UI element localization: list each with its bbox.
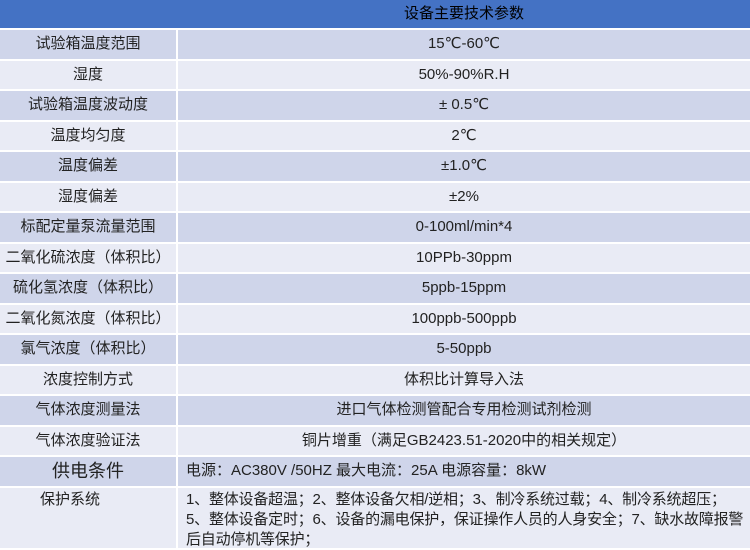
- param-value: 0-100ml/min*4: [415, 218, 513, 235]
- param-label: 标配定量泵流量范围: [0, 213, 178, 242]
- table-row: 氯气浓度（体积比） 5-50ppb: [0, 335, 750, 366]
- param-value: 50%-90%R.H: [418, 65, 510, 83]
- param-value: 进口气体检测管配合专用检测试剂检测: [336, 401, 592, 418]
- param-label: 氯气浓度（体积比）: [0, 335, 178, 364]
- table-row: 供电条件 电源：AC380V /50HZ 最大电流：25A 电源容量：8kW: [0, 457, 750, 488]
- param-value: ±2%: [449, 187, 479, 205]
- param-label: 保护系统: [0, 487, 178, 548]
- param-label: 硫化氢浓度（体积比）: [0, 274, 178, 303]
- param-label: 试验箱温度范围: [0, 30, 178, 59]
- table-row: 湿度偏差 ±2%: [0, 182, 750, 213]
- param-value: 5-50ppb: [436, 340, 492, 357]
- param-label: 二氧化硫浓度（体积比）: [0, 243, 178, 272]
- param-label: 浓度控制方式: [0, 365, 178, 394]
- param-value: 5ppb-15ppm: [421, 279, 507, 296]
- table-row: 标配定量泵流量范围 0-100ml/min*4: [0, 213, 750, 244]
- param-value: 电源：AC380V /50HZ 最大电流：25A 电源容量：8kW: [186, 462, 547, 479]
- param-label: 湿度: [0, 60, 178, 89]
- param-label: 温度均匀度: [0, 121, 178, 150]
- param-value: 15℃-60℃: [427, 35, 501, 52]
- table-header: 设备主要技术参数: [0, 0, 750, 30]
- param-label: 温度偏差: [0, 152, 178, 181]
- table-row: 试验箱温度波动度 ± 0.5℃: [0, 91, 750, 122]
- param-value: 体积比计算导入法: [403, 370, 524, 388]
- param-label: 二氧化氮浓度（体积比）: [0, 304, 178, 333]
- table-row: 试验箱温度范围 15℃-60℃: [0, 30, 750, 61]
- table-row: 二氧化硫浓度（体积比） 10PPb-30ppm: [0, 243, 750, 274]
- param-value: 2℃: [451, 126, 477, 144]
- param-value: 100ppb-500ppb: [411, 309, 517, 327]
- table-row: 湿度 50%-90%R.H: [0, 60, 750, 91]
- param-value: 1、整体设备超温；2、整体设备欠相/逆相；3、制冷系统过载；4、制冷系统超压；5…: [186, 490, 744, 548]
- table-row: 气体浓度验证法 铜片增重（满足GB2423.51-2020中的相关规定）: [0, 426, 750, 457]
- table-row: 气体浓度测量法 进口气体检测管配合专用检测试剂检测: [0, 396, 750, 427]
- param-value: ±1.0℃: [441, 157, 487, 174]
- table-row: 二氧化氮浓度（体积比） 100ppb-500ppb: [0, 304, 750, 335]
- table-title: 设备主要技术参数: [403, 5, 524, 22]
- param-value: ± 0.5℃: [438, 96, 490, 113]
- param-label: 湿度偏差: [0, 182, 178, 211]
- param-label: 气体浓度验证法: [0, 426, 178, 455]
- param-label: 供电条件: [0, 457, 178, 486]
- header-blank-cell: [0, 0, 178, 28]
- param-value: 10PPb-30ppm: [416, 248, 512, 266]
- param-label: 试验箱温度波动度: [0, 91, 178, 120]
- table-row: 温度偏差 ±1.0℃: [0, 152, 750, 183]
- table-row: 温度均匀度 2℃: [0, 121, 750, 152]
- table-row: 浓度控制方式 体积比计算导入法: [0, 365, 750, 396]
- spec-table: 试验箱温度范围 15℃-60℃ 湿度 50%-90%R.H 试验箱温度波动度 ± 0.5℃…: [0, 30, 750, 548]
- table-row: 保护系统 1、整体设备超温；2、整体设备欠相/逆相；3、制冷系统过载；4、制冷系统…: [0, 487, 750, 548]
- param-value: 铜片增重（满足GB2423.51-2020中的相关规定）: [301, 431, 627, 449]
- table-row: 硫化氢浓度（体积比） 5ppb-15ppm: [0, 274, 750, 305]
- param-label: 气体浓度测量法: [0, 396, 178, 425]
